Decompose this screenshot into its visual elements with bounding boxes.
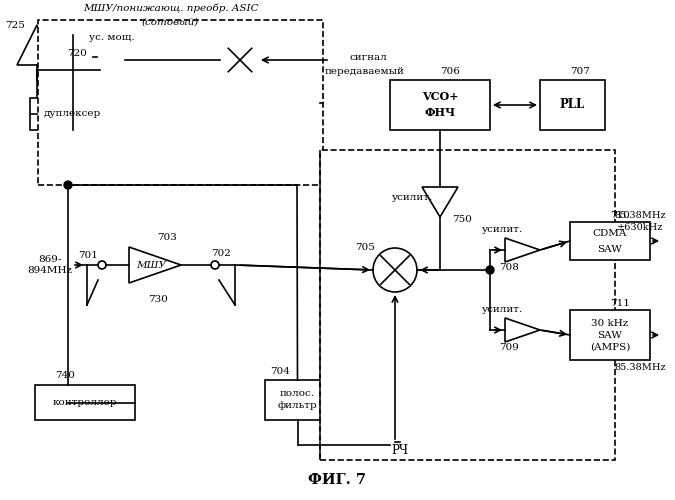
Bar <box>38 20 323 185</box>
Text: ФИГ. 7: ФИГ. 7 <box>308 473 366 487</box>
Text: (AMPS): (AMPS) <box>590 342 630 351</box>
Text: VCO+: VCO+ <box>422 92 458 102</box>
Text: 710: 710 <box>610 212 630 220</box>
Bar <box>265 380 330 420</box>
Text: PLL: PLL <box>560 98 585 112</box>
Bar <box>30 98 115 130</box>
Text: дуплексер: дуплексер <box>44 110 101 118</box>
Text: передаваемый: передаваемый <box>325 68 405 76</box>
Text: полос.: полос. <box>280 390 315 398</box>
Text: 711: 711 <box>610 300 630 308</box>
Bar <box>390 80 490 130</box>
Text: ус. мощ.: ус. мощ. <box>89 34 135 42</box>
Text: CDMA: CDMA <box>593 228 627 237</box>
Text: 707: 707 <box>570 68 590 76</box>
Text: МШУ: МШУ <box>136 260 166 270</box>
Text: контроллер: контроллер <box>53 398 117 407</box>
Text: 30 kHz: 30 kHz <box>591 318 628 328</box>
Text: SAW: SAW <box>597 244 622 254</box>
Circle shape <box>486 266 494 274</box>
Text: усилит.: усилит. <box>481 306 522 314</box>
Text: 85.38MHz: 85.38MHz <box>614 364 666 372</box>
Bar <box>540 80 605 130</box>
Circle shape <box>64 181 72 189</box>
Text: 704: 704 <box>270 368 290 376</box>
Bar <box>570 222 650 260</box>
Text: 701: 701 <box>78 250 98 260</box>
Text: 740: 740 <box>55 370 75 380</box>
Text: 869-
894MHz: 869- 894MHz <box>28 256 72 274</box>
Text: МШУ/понижающ. преобр. ASIC: МШУ/понижающ. преобр. ASIC <box>82 3 259 13</box>
Text: 730: 730 <box>148 296 168 304</box>
Text: РЧ: РЧ <box>392 444 408 456</box>
Text: ±630kHz: ±630kHz <box>617 224 663 232</box>
Bar <box>320 150 615 460</box>
Text: 720: 720 <box>67 50 87 58</box>
Text: 703: 703 <box>157 232 177 241</box>
Text: сигнал: сигнал <box>349 52 387 62</box>
Text: 85.38MHz: 85.38MHz <box>614 210 666 220</box>
Text: ФНЧ: ФНЧ <box>425 108 456 118</box>
Text: 706: 706 <box>440 68 460 76</box>
Text: фильтр: фильтр <box>277 402 317 410</box>
Text: 705: 705 <box>355 244 375 252</box>
Bar <box>570 310 650 360</box>
Bar <box>35 385 135 420</box>
Text: SAW: SAW <box>597 330 622 340</box>
Text: 725: 725 <box>5 20 25 30</box>
Text: 708: 708 <box>499 264 519 272</box>
Text: 750: 750 <box>452 216 472 224</box>
Text: 709: 709 <box>499 344 519 352</box>
Text: усилит.: усилит. <box>392 192 433 202</box>
Text: 702: 702 <box>211 248 231 258</box>
Text: (сотовый): (сотовый) <box>142 18 199 26</box>
Text: усилит.: усилит. <box>481 226 522 234</box>
